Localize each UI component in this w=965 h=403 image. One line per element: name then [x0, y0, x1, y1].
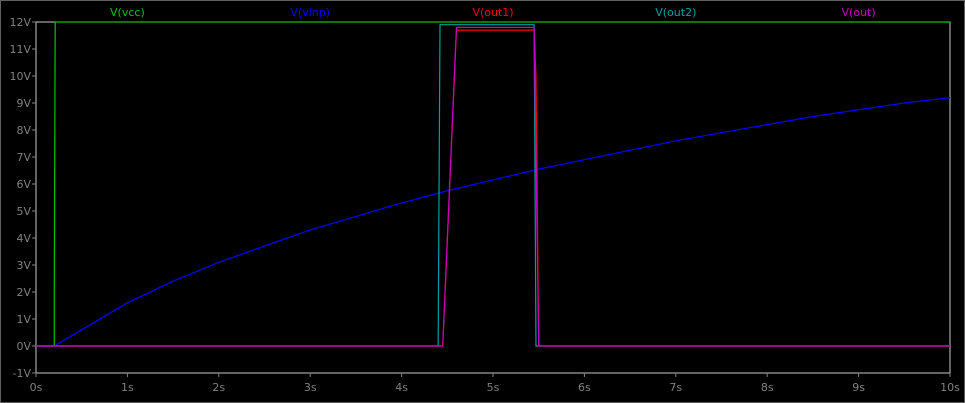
- x-axis: 0s 1s 2s 3s 4s 5s 6s 7s 8s 9s 10s: [30, 373, 960, 394]
- y-tick-label: 1V: [16, 313, 31, 326]
- y-tick-label: 4V: [16, 232, 31, 245]
- x-tick-label: 6s: [578, 381, 591, 394]
- y-tick-label: 8V: [16, 124, 31, 137]
- y-axis: -1V 0V 1V 2V 3V 4V 5V 6V 7V 8V 9V 10V 11V 12V: [9, 16, 36, 380]
- y-tick-label: -1V: [13, 367, 32, 380]
- y-tick-label: 2V: [16, 286, 31, 299]
- x-tick-label: 3s: [304, 381, 317, 394]
- x-tick-label: 1s: [121, 381, 134, 394]
- y-tick-label: 10V: [9, 70, 31, 83]
- x-tick-label: 0s: [30, 381, 43, 394]
- series-line-v-vinp[interactable]: [36, 97, 951, 347]
- x-tick-label: 9s: [852, 381, 865, 394]
- y-tick-label: 5V: [16, 205, 31, 218]
- legend[interactable]: V(vcc) V(vinp) V(out1) V(out2) V(out): [110, 6, 876, 19]
- y-tick-label: 12V: [9, 16, 31, 29]
- y-tick-label: 11V: [9, 43, 31, 56]
- legend-entry-v-out2[interactable]: V(out2): [655, 6, 696, 19]
- y-tick-label: 6V: [16, 178, 31, 191]
- legend-entry-v-out1[interactable]: V(out1): [472, 6, 513, 19]
- x-tick-label: 4s: [395, 381, 408, 394]
- series-traces[interactable]: [36, 21, 951, 347]
- legend-entry-v-vcc[interactable]: V(vcc): [110, 6, 145, 19]
- y-tick-label: 9V: [16, 97, 31, 110]
- x-tick-label: 7s: [669, 381, 682, 394]
- legend-entry-v-out[interactable]: V(out): [842, 6, 876, 19]
- x-tick-label: 5s: [487, 381, 500, 394]
- x-tick-label: 8s: [761, 381, 774, 394]
- y-tick-label: 0V: [16, 340, 31, 353]
- y-tick-label: 3V: [16, 259, 31, 272]
- series-line-v-out[interactable]: [36, 26, 950, 347]
- y-tick-label: 7V: [16, 151, 31, 164]
- x-tick-label: 2s: [212, 381, 225, 394]
- legend-entry-v-vinp[interactable]: V(vinp): [290, 6, 330, 19]
- x-tick-label: 10s: [940, 381, 960, 394]
